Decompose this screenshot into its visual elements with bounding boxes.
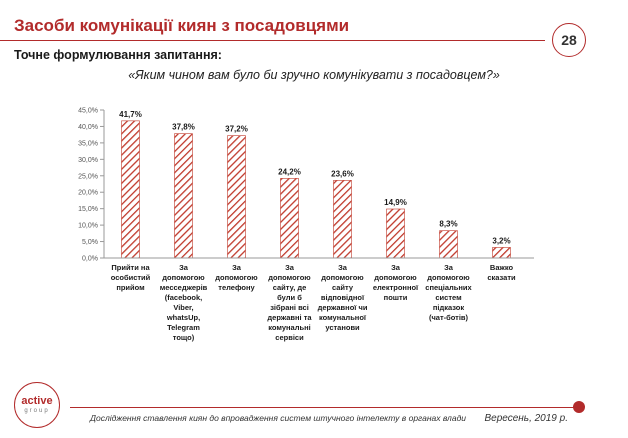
category-label-line: месседжерів bbox=[160, 283, 208, 292]
y-tick-label: 15,0% bbox=[78, 206, 98, 213]
category-label-line: державної чи bbox=[318, 303, 368, 312]
bar bbox=[121, 120, 140, 259]
category-label-line: державні та bbox=[267, 313, 312, 322]
category-label-line: підказок bbox=[433, 303, 465, 312]
category-label: Прийти на особистий прийом bbox=[111, 263, 151, 292]
slide-title: Засоби комунікації киян з посадовцями bbox=[14, 16, 350, 35]
category-label-line: whatsUp, bbox=[166, 313, 200, 322]
category-label-line: Viber, bbox=[173, 303, 193, 312]
y-tick-label: 20,0% bbox=[78, 190, 98, 197]
y-tick-label: 35,0% bbox=[78, 140, 98, 147]
category-label-line: прийом bbox=[116, 283, 145, 292]
bar-value-label: 24,2% bbox=[278, 167, 301, 176]
category-label: За допомогою електронної пошти bbox=[373, 263, 419, 302]
category-label-line: комунальні bbox=[268, 323, 310, 332]
category-label: За допомогою месседжерів (facebook, Viber, wh… bbox=[160, 263, 208, 342]
y-tick-label: 5,0% bbox=[82, 239, 98, 246]
category-label-line: особистий bbox=[111, 273, 151, 282]
category-label-line: допомогою bbox=[427, 273, 470, 282]
category-label-line: сервіси bbox=[275, 333, 304, 342]
y-tick-label: 0,0% bbox=[82, 256, 98, 263]
bar-value-label: 37,8% bbox=[172, 123, 195, 132]
y-tick-label: 25,0% bbox=[78, 173, 98, 180]
page-number-badge: 28 bbox=[552, 23, 586, 57]
category-label-line: Telegram bbox=[167, 323, 200, 332]
title-divider bbox=[0, 40, 545, 41]
bar-value-label: 3,2% bbox=[492, 236, 510, 245]
bar bbox=[439, 230, 458, 259]
y-tick-label: 45,0% bbox=[78, 108, 98, 115]
category-label-line: За bbox=[444, 263, 454, 272]
y-tick-label: 10,0% bbox=[78, 223, 98, 230]
category-label-line: допомогою bbox=[321, 273, 364, 282]
bar bbox=[174, 133, 193, 259]
category-label-line: тощо) bbox=[173, 333, 195, 342]
category-label-line: Прийти на bbox=[111, 263, 150, 272]
bar bbox=[227, 135, 246, 259]
category-label-line: установи bbox=[325, 323, 360, 332]
category-label: За допомогою спеціальних систем підказок (чат… bbox=[425, 263, 472, 322]
category-label-line: За bbox=[338, 263, 348, 272]
category-label-line: сайту bbox=[332, 283, 354, 292]
logo-subtext: group bbox=[24, 407, 50, 414]
bars-group: 41,7% 37,8% 37,2% 24,2% 23,6% 14,9% 8,3% 3,2% bbox=[119, 110, 511, 259]
footer-divider bbox=[70, 407, 575, 408]
category-label-line: сказати bbox=[487, 273, 516, 282]
category-label-line: систем bbox=[435, 293, 462, 302]
category-label-line: (facebook, bbox=[165, 293, 203, 302]
category-label: За допомогою сайту відповідної державної чи к… bbox=[318, 263, 368, 332]
category-label-line: допомогою bbox=[162, 273, 205, 282]
category-label-line: телефону bbox=[218, 283, 255, 292]
logo-wordmark: active bbox=[21, 394, 53, 407]
category-label: За допомогою сайту, де були б зібрані всі дер… bbox=[267, 263, 312, 342]
category-label-line: За bbox=[391, 263, 401, 272]
category-label-line: За bbox=[285, 263, 295, 272]
bar bbox=[333, 180, 352, 259]
bar bbox=[280, 178, 299, 259]
category-label-line: За bbox=[232, 263, 242, 272]
bar bbox=[386, 208, 405, 259]
bar-value-label: 23,6% bbox=[331, 169, 354, 178]
bar-chart: 0,0% 5,0% 10,0% 15,0% 20,0% 25,0% 30,0% 35,0% 40… bbox=[78, 108, 534, 342]
y-axis: 0,0% 5,0% 10,0% 15,0% 20,0% 25,0% 30,0% 35,0% 40… bbox=[78, 108, 105, 263]
category-label-line: відповідної bbox=[321, 293, 365, 302]
bar-value-label: 37,2% bbox=[225, 125, 248, 134]
survey-question: «Яким чином вам було би зручно комунікув… bbox=[128, 68, 500, 82]
category-label-line: пошти bbox=[384, 293, 408, 302]
study-caption: Дослідження ставлення киян до впроваджен… bbox=[90, 413, 466, 423]
bar-value-label: 14,9% bbox=[384, 198, 407, 207]
bar bbox=[492, 247, 511, 259]
category-label-line: допомогою bbox=[268, 273, 311, 282]
question-heading: Точне формулювання запитання: bbox=[14, 48, 222, 62]
category-label-line: За bbox=[179, 263, 189, 272]
category-label: За допомогою телефону bbox=[215, 263, 258, 292]
category-label-line: допомогою bbox=[374, 273, 417, 282]
y-tick-label: 40,0% bbox=[78, 124, 98, 131]
y-tick-label: 30,0% bbox=[78, 157, 98, 164]
category-label-line: спеціальних bbox=[425, 283, 472, 292]
category-label-line: комунальної bbox=[319, 313, 367, 322]
category-label-line: (чат-ботів) bbox=[429, 313, 469, 322]
active-group-logo: active group bbox=[14, 382, 60, 428]
report-date: Вересень, 2019 р. bbox=[484, 413, 569, 424]
bar-value-label: 8,3% bbox=[439, 220, 457, 229]
category-label-line: зібрані всі bbox=[270, 303, 309, 312]
category-label-line: Важко bbox=[490, 263, 514, 272]
category-label-line: були б bbox=[277, 293, 302, 302]
category-label-line: електронної bbox=[373, 283, 419, 292]
category-label-line: допомогою bbox=[215, 273, 258, 282]
bar-value-label: 41,7% bbox=[119, 110, 142, 119]
category-label-line: сайту, де bbox=[273, 283, 307, 292]
category-label: Важко сказати bbox=[487, 263, 516, 282]
footer-dot bbox=[573, 401, 585, 413]
